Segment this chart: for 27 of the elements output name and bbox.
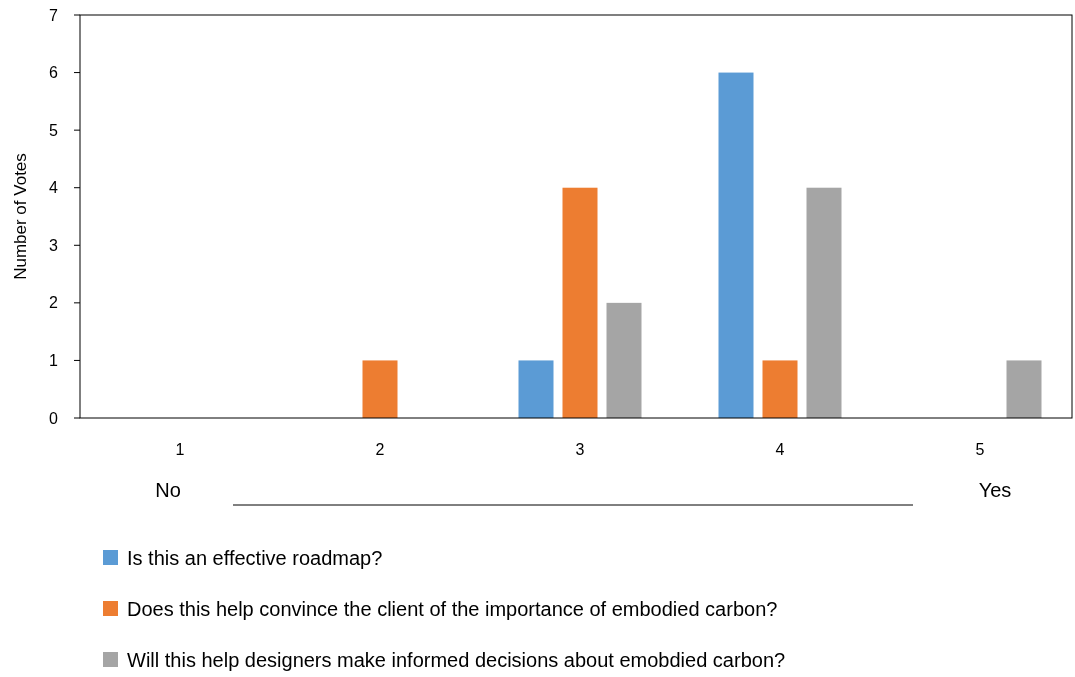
x-tick-label: 3 — [575, 441, 585, 458]
y-tick-label: 6 — [49, 64, 59, 82]
bar — [362, 360, 398, 418]
y-tick-label: 0 — [49, 409, 59, 427]
x-tick-label: 1 — [175, 441, 185, 458]
bar — [518, 360, 554, 418]
x-tick-label: 4 — [775, 441, 785, 458]
x-tick-label: 5 — [975, 441, 985, 458]
bar — [606, 302, 642, 418]
legend-label: Is this an effective roadmap? — [127, 547, 383, 569]
bar — [806, 187, 842, 418]
legend-label: Does this help convince the client of the importance of embodied carbon? — [127, 598, 778, 620]
y-tick-label: 4 — [49, 179, 59, 197]
y-axis-title: Number of Votes — [11, 153, 30, 280]
text: Yes — [978, 479, 1012, 501]
bar — [762, 360, 798, 418]
y-tick-label: 7 — [49, 6, 59, 24]
bar — [562, 187, 598, 418]
bar — [718, 72, 754, 418]
y-tick-label: 3 — [49, 236, 59, 254]
text: No — [155, 479, 181, 501]
x-tick-label: 2 — [375, 441, 385, 458]
bar — [1006, 360, 1042, 418]
y-tick-label: 1 — [49, 352, 59, 370]
y-tick-label: 5 — [49, 121, 59, 139]
y-tick-label: 2 — [49, 294, 59, 312]
legend-label: Will this help designers make informed decisions about emobdied carbon? — [127, 649, 786, 671]
